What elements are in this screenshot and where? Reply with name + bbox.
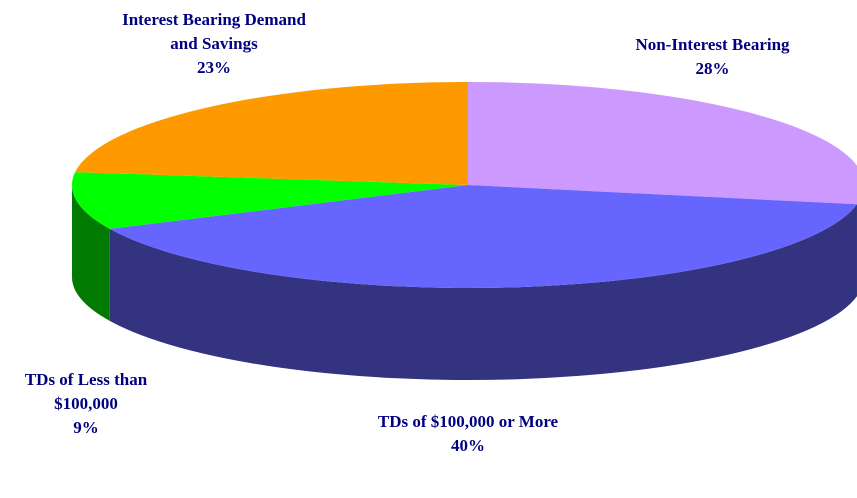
slice-side: [72, 185, 110, 321]
category-label: TDs of Less than $100,000: [24, 370, 148, 413]
slice: [75, 82, 468, 185]
category-label: TDs of $100,000 or More: [377, 412, 559, 431]
value-label: 28%: [695, 59, 730, 78]
slice: [468, 82, 857, 205]
slice-label: Non-Interest Bearing 28%: [585, 33, 840, 81]
category-label: Interest Bearing Demand and Savings: [122, 10, 306, 53]
value-label: 9%: [73, 418, 99, 437]
slice-label: TDs of Less than $100,000 9%: [0, 368, 172, 440]
slice: [71, 172, 468, 229]
slice-label: Interest Bearing Demand and Savings 23%: [118, 8, 310, 80]
value-label: 40%: [451, 436, 485, 455]
category-label: Non-Interest Bearing: [635, 35, 790, 54]
slice-label: TDs of $100,000 or More 40%: [368, 410, 568, 458]
slice: [109, 185, 857, 289]
slice-side: [109, 204, 857, 380]
value-label: 23%: [197, 58, 231, 77]
